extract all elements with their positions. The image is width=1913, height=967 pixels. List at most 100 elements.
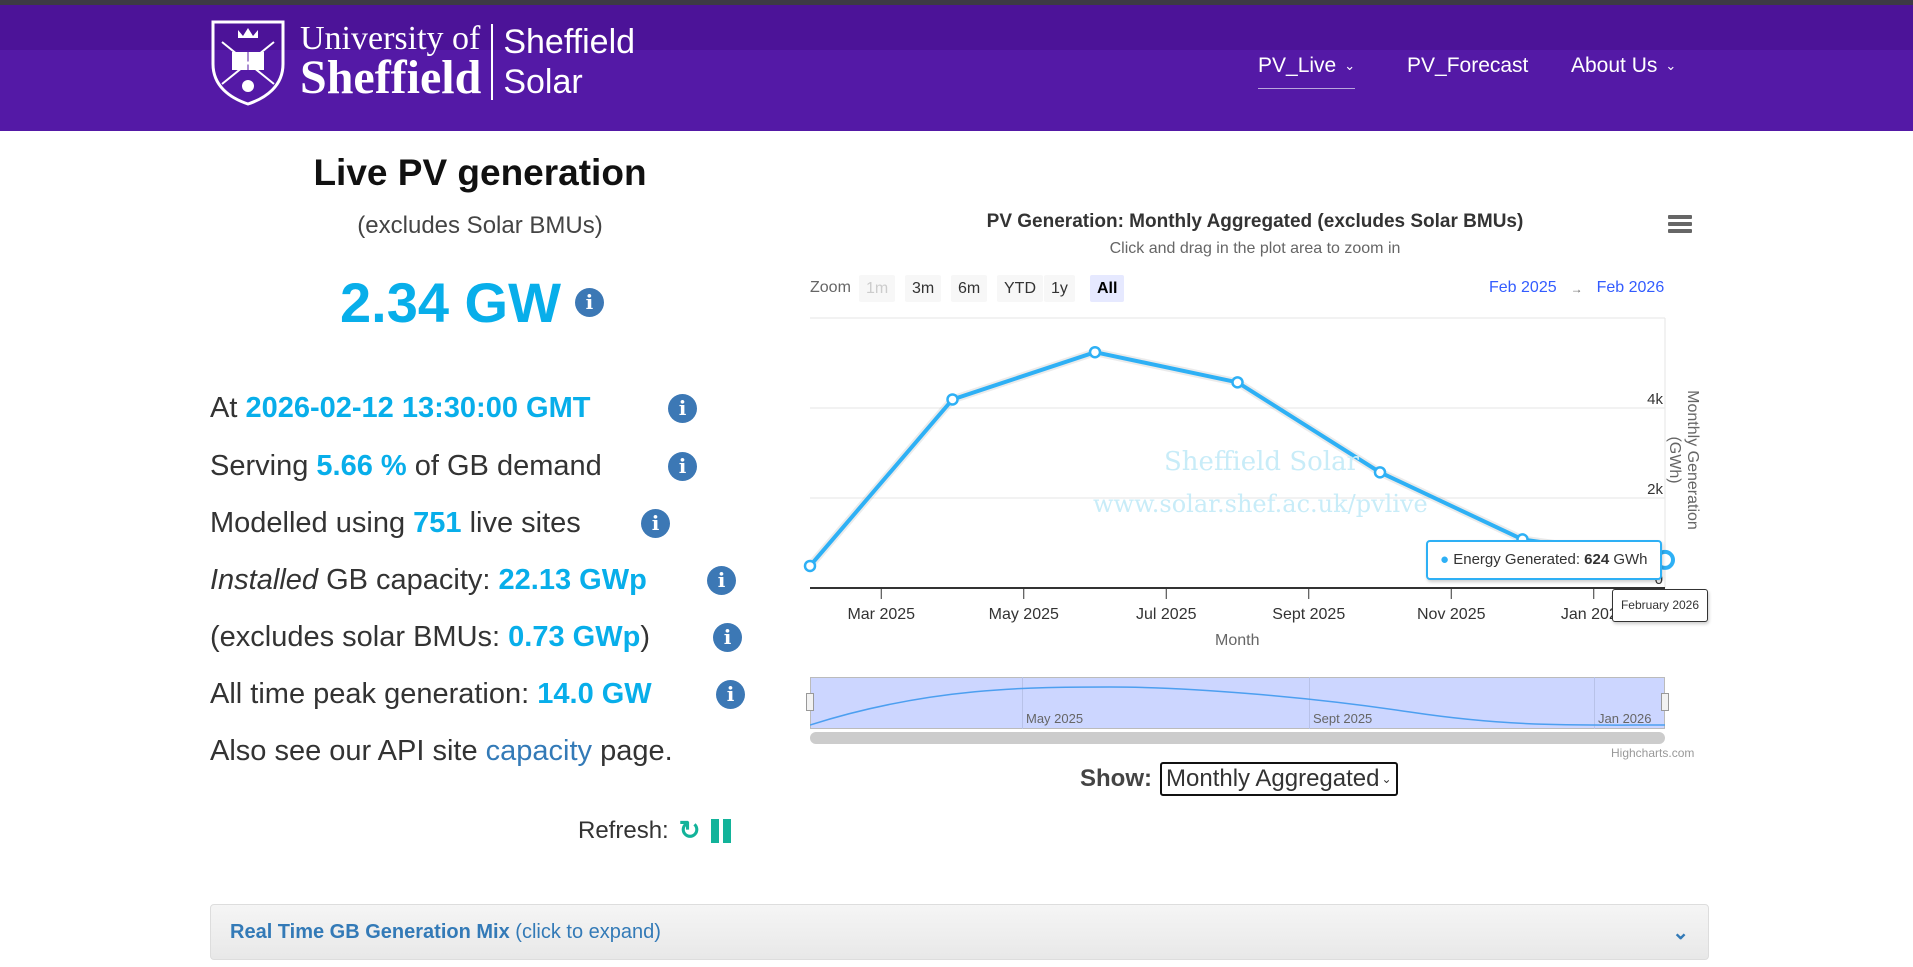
x-tick-label: Mar 2025 xyxy=(847,606,916,623)
refresh-label: Refresh: xyxy=(578,816,669,844)
y-tick-label: 2k xyxy=(1647,481,1663,498)
y-axis-title: Monthly Generation (GWh) xyxy=(1666,390,1701,530)
api-row: Also see our API site capacity page. xyxy=(210,735,673,768)
x-tick-label: Nov 2025 xyxy=(1417,606,1486,623)
zoom-1y-button[interactable]: 1y xyxy=(1044,275,1075,302)
x-tick-label: Sept 2025 xyxy=(1272,606,1346,623)
nav-pv-forecast[interactable]: PV_Forecast xyxy=(1407,54,1528,78)
university-crest-icon xyxy=(211,20,285,106)
logo-divider xyxy=(491,24,494,100)
zoom-all-button[interactable]: All xyxy=(1090,275,1125,302)
installed-row: Installed GB capacity: 22.13 GWp i xyxy=(210,564,736,597)
range-to-input[interactable]: Feb 2026 xyxy=(1596,279,1665,296)
bmu-row: (excludes solar BMUs: 0.73 GWp) i xyxy=(210,621,742,654)
logo-line-1: University of xyxy=(300,20,481,57)
zoom-1m-button[interactable]: 1m xyxy=(859,275,896,302)
label: Serving xyxy=(210,450,309,482)
highcharts-credits[interactable]: Highcharts.com xyxy=(1611,746,1695,760)
site-header: University of Sheffield Sheffield Solar … xyxy=(0,0,1913,131)
label: Modelled using xyxy=(210,507,406,539)
accordion-hint: (click to expand) xyxy=(515,920,661,943)
info-icon[interactable]: i xyxy=(668,394,697,423)
chevron-down-icon: ⌄ xyxy=(1672,921,1689,944)
peak-row: All time peak generation: 14.0 GW i xyxy=(210,678,745,711)
modelled-row: Modelled using 751 live sites i xyxy=(210,507,670,540)
brand-line-1: Sheffield xyxy=(503,23,636,61)
data-point xyxy=(1231,376,1244,389)
zoom-6m-button[interactable]: 6m xyxy=(951,275,988,302)
sites-value: 751 xyxy=(413,507,462,539)
label: GB capacity: xyxy=(326,564,491,596)
range-arrow: → xyxy=(1570,282,1583,296)
info-icon[interactable]: i xyxy=(574,288,604,317)
navigator-left-handle[interactable] xyxy=(806,693,814,711)
zoom-ytd-button[interactable]: YTD xyxy=(997,275,1043,302)
data-point xyxy=(946,393,959,406)
watermark-url: www.solar.shef.ac.uk/pvlive xyxy=(1093,490,1428,518)
navigator-label: Jan 2026 xyxy=(1598,711,1652,726)
navigator-series xyxy=(810,686,1665,726)
chart-menu-icon[interactable] xyxy=(1668,215,1692,233)
logo-line-2: Sheffield xyxy=(300,51,482,104)
generation-mix-accordion[interactable]: Real Time GB Generation Mix (click to ex… xyxy=(210,904,1709,960)
x-tick-label: Jul 2025 xyxy=(1136,606,1197,623)
label: of GB demand xyxy=(414,450,602,482)
info-icon[interactable]: i xyxy=(641,509,670,538)
live-generation-value: 2.34 GW xyxy=(340,271,561,334)
info-icon[interactable]: i xyxy=(707,566,736,595)
show-select-value: Monthly Aggregated xyxy=(1166,765,1380,792)
date-range: Feb 2025 → Feb 2026 xyxy=(1489,279,1664,299)
nav-grid xyxy=(1594,677,1595,729)
watermark-title: Sheffield Solar xyxy=(1164,447,1360,477)
page-subtitle: (excludes Solar BMUs) xyxy=(357,212,603,239)
zoom-label: Zoom xyxy=(810,279,851,296)
nav-label: About Us xyxy=(1571,54,1658,77)
navigator-scrollbar[interactable] xyxy=(810,732,1665,744)
chart-subtitle: Click and drag in the plot area to zoom … xyxy=(1109,240,1401,257)
data-point xyxy=(803,559,817,573)
capacity-value: 22.13 GWp xyxy=(498,564,647,596)
x-tick-label: May 2025 xyxy=(988,606,1059,623)
chart-tooltip: ● Energy Generated: 624 GWh xyxy=(1426,540,1662,580)
logo[interactable]: University of Sheffield Sheffield Solar xyxy=(210,18,635,106)
x-axis-title: Month xyxy=(1215,632,1260,649)
info-icon[interactable]: i xyxy=(713,623,742,652)
refresh-icon[interactable]: ↻ xyxy=(678,815,701,845)
info-icon[interactable]: i xyxy=(716,680,745,709)
nav-about-us[interactable]: About Us ⌄ xyxy=(1571,54,1676,78)
show-control: Show: Monthly Aggregated ⌄ xyxy=(1080,762,1398,796)
capacity-link[interactable]: capacity xyxy=(485,735,593,767)
serving-row: Serving 5.66 % of GB demand i xyxy=(210,450,697,483)
header-band xyxy=(0,5,1913,50)
info-icon[interactable]: i xyxy=(668,452,697,481)
navigator-right-handle[interactable] xyxy=(1661,693,1669,711)
tooltip-unit: GWh xyxy=(1613,551,1648,568)
tooltip-value: 624 xyxy=(1584,551,1610,568)
navigator[interactable] xyxy=(810,677,1665,729)
bmu-capacity-value: 0.73 GWp xyxy=(508,621,641,653)
nav-pv-live[interactable]: PV_Live ⌄ xyxy=(1258,54,1356,89)
range-from-input[interactable]: Feb 2025 xyxy=(1489,279,1557,296)
show-select[interactable]: Monthly Aggregated ⌄ xyxy=(1160,762,1398,796)
label: ) xyxy=(640,621,650,653)
x-tick-label: Jan 2026 xyxy=(1560,606,1627,623)
pause-icon[interactable] xyxy=(710,818,731,843)
label: Installed xyxy=(210,564,319,596)
chevron-down-icon: ⌄ xyxy=(1665,58,1677,73)
label: (excludes solar BMUs: xyxy=(210,621,501,653)
label: live sites xyxy=(469,507,581,539)
navigator-label: Sept 2025 xyxy=(1313,711,1373,726)
accordion-title: Real Time GB Generation Mix xyxy=(230,920,510,943)
y-tick-label: 4k xyxy=(1647,391,1663,408)
refresh-controls: Refresh: ↻ xyxy=(578,815,731,846)
label: page. xyxy=(600,735,673,767)
data-point xyxy=(1088,345,1102,359)
brand-line-2: Solar xyxy=(503,63,583,101)
zoom-3m-button[interactable]: 3m xyxy=(905,275,942,302)
peak-value: 14.0 GW xyxy=(537,678,652,710)
demand-share-value: 5.66 % xyxy=(316,450,407,482)
nav-grid xyxy=(1309,677,1310,729)
crosshair-label: February 2026 xyxy=(1612,589,1708,622)
series-dot-icon: ● xyxy=(1440,551,1450,568)
